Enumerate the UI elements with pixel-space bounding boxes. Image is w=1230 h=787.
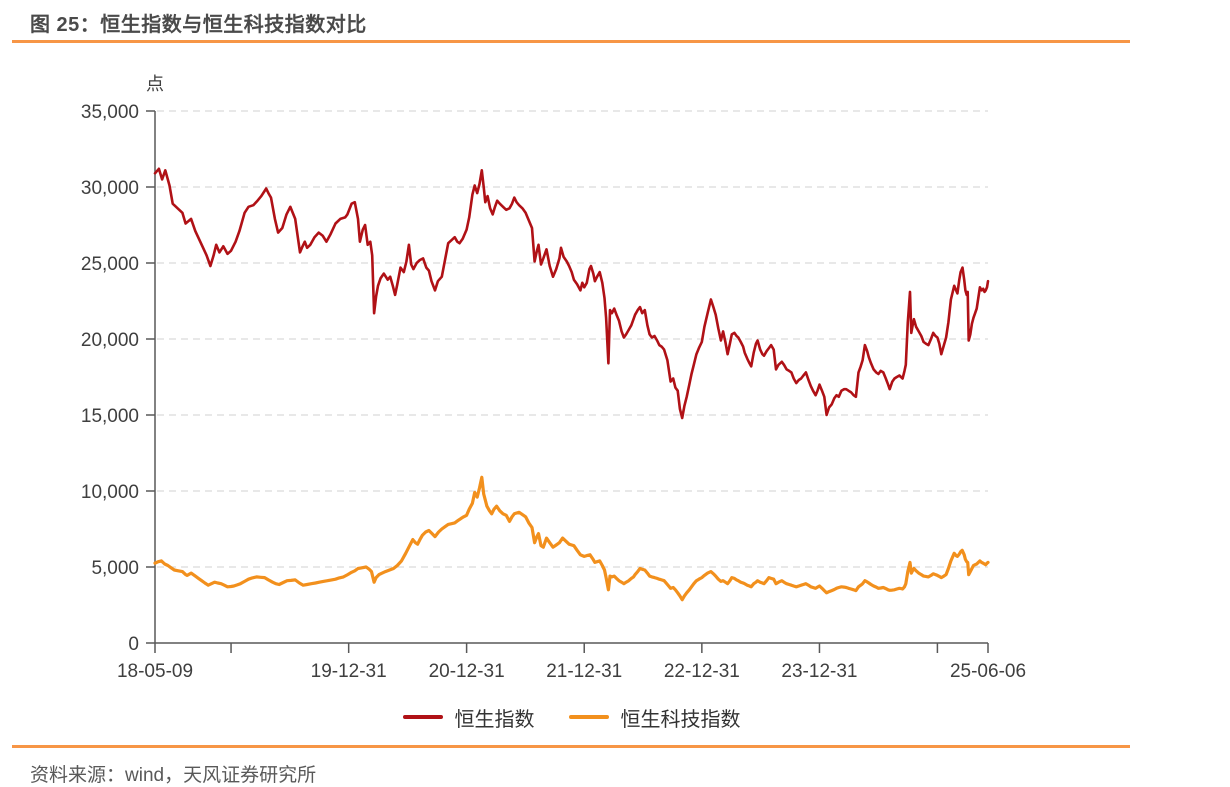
hsi-legend-label: 恒生指数 — [454, 708, 535, 731]
chart-legend: 恒生指数 恒生科技指数 — [155, 703, 988, 731]
y-tick-label: 0 — [128, 634, 139, 655]
x-tick-label: 22-12-31 — [664, 661, 740, 682]
x-tick-label: 21-12-31 — [546, 661, 622, 682]
figure-title: 图 25：恒生指数与恒生科技指数对比 — [30, 14, 367, 36]
legend-item-tech: 恒生科技指数 — [568, 703, 741, 732]
hsi-index-line — [153, 167, 990, 420]
x-tick-label: 20-12-31 — [429, 661, 505, 682]
y-tick-label: 20,000 — [81, 330, 139, 351]
y-tick-label: 30,000 — [81, 178, 139, 199]
x-tick-label: 23-12-31 — [781, 661, 857, 682]
title-divider-rule — [12, 40, 1130, 43]
y-tick-label: 25,000 — [81, 254, 139, 275]
hsi-line-swatch — [402, 715, 443, 719]
tech-line-swatch — [568, 715, 609, 719]
x-tick-label: 18-05-09 — [117, 661, 193, 682]
tech-index-line — [153, 475, 990, 602]
y-tick-label: 15,000 — [81, 406, 139, 427]
y-tick-label: 10,000 — [81, 482, 139, 503]
source-note: 资料来源：wind，天风证券研究所 — [30, 765, 317, 786]
x-tick-label: 25-06-06 — [950, 661, 1026, 682]
y-tick-label: 5,000 — [91, 558, 139, 579]
legend-item-hsi: 恒生指数 — [402, 703, 535, 732]
footer-divider-rule — [12, 745, 1130, 748]
x-tick-label: 19-12-31 — [311, 661, 387, 682]
y-tick-label: 35,000 — [81, 102, 139, 123]
y-axis-unit-label: 点 — [146, 74, 164, 94]
tech-legend-label: 恒生科技指数 — [620, 708, 741, 731]
